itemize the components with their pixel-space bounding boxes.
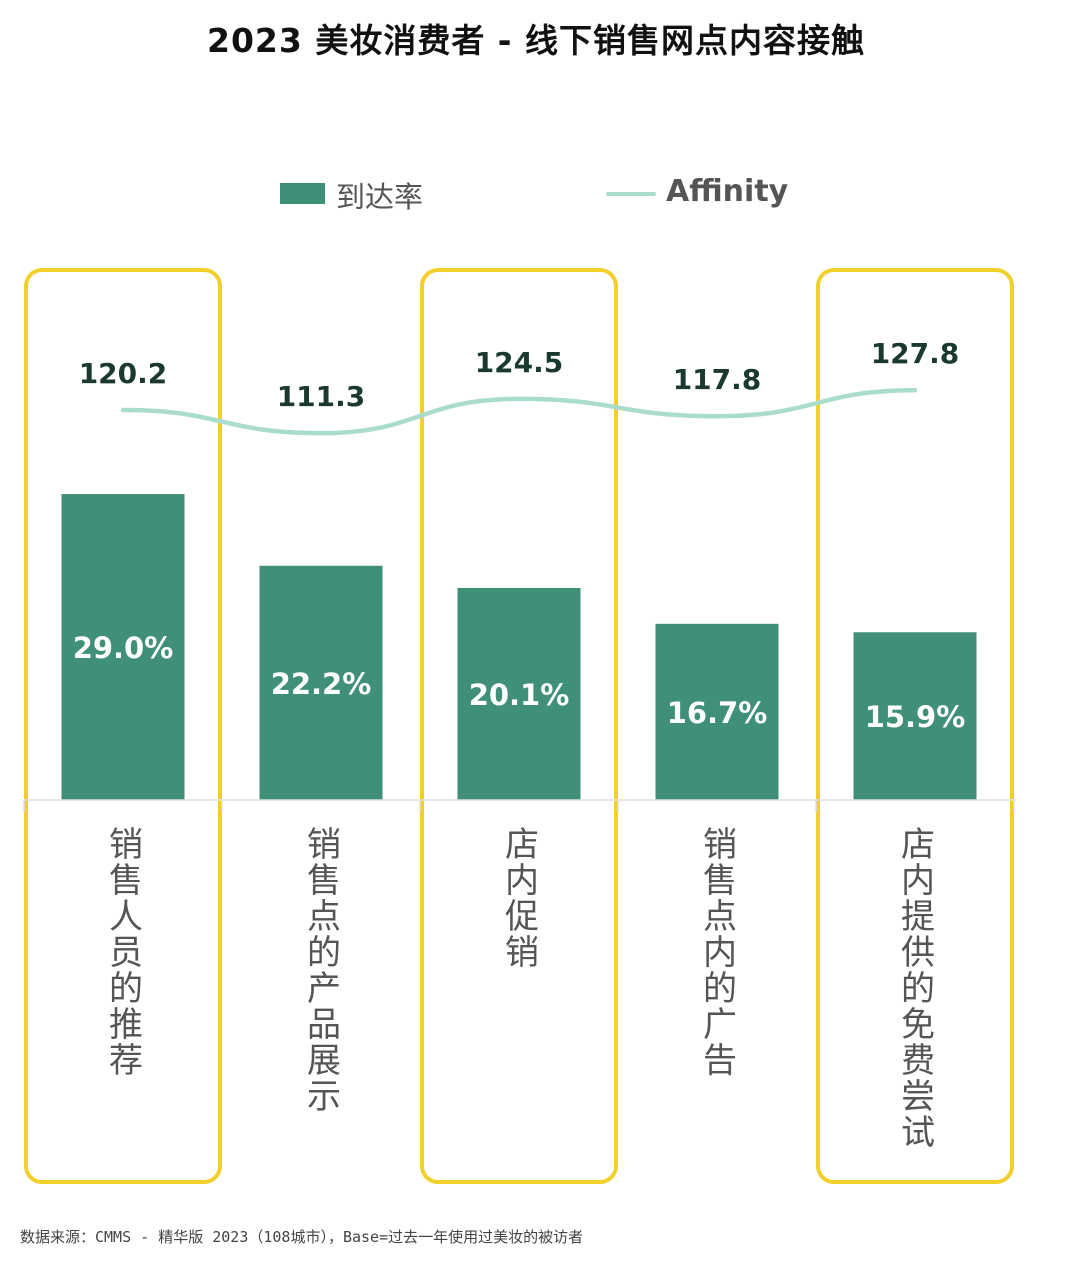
bar	[457, 587, 581, 800]
highlight-frame	[816, 268, 1014, 1184]
category-label: 销售点内的广告	[703, 825, 737, 1081]
bar-value-label: 16.7%	[667, 696, 768, 730]
affinity-value-label: 117.8	[673, 363, 762, 396]
bar-value-label: 20.1%	[469, 678, 570, 712]
legend: 到达率 Affinity	[0, 172, 1072, 216]
affinity-line	[120, 387, 918, 436]
affinity-value-label: 120.2	[79, 357, 168, 390]
chart-title: 2023 美妆消费者 - 线下销售网点内容接触	[206, 21, 865, 60]
legend-line-label: Affinity	[666, 174, 789, 209]
bar	[655, 623, 779, 800]
bar-value-label: 15.9%	[865, 700, 966, 734]
affinity-value-label: 127.8	[871, 337, 960, 370]
affinity-value-label: 111.3	[277, 380, 366, 413]
legend-line-swatch	[606, 192, 656, 196]
bar	[853, 632, 977, 800]
bar	[61, 494, 185, 800]
highlight-frame	[420, 268, 618, 1184]
legend-bar-label: 到达率	[336, 180, 424, 214]
highlight-frame	[24, 268, 222, 1184]
category-label: 销售点的产品展示	[307, 825, 341, 1117]
legend-bar-swatch	[280, 183, 325, 204]
source-note: 数据来源：CMMS - 精华版 2023（108城市），Base=过去一年使用过…	[20, 1228, 584, 1246]
affinity-value-label: 124.5	[475, 346, 564, 379]
bar	[259, 565, 383, 800]
bar-value-label: 22.2%	[271, 667, 372, 701]
category-label: 店内提供的免费尝试	[901, 825, 935, 1153]
bar-value-label: 29.0%	[73, 631, 174, 665]
category-label: 店内促销	[505, 825, 539, 973]
category-label: 销售人员的推荐	[109, 825, 143, 1081]
